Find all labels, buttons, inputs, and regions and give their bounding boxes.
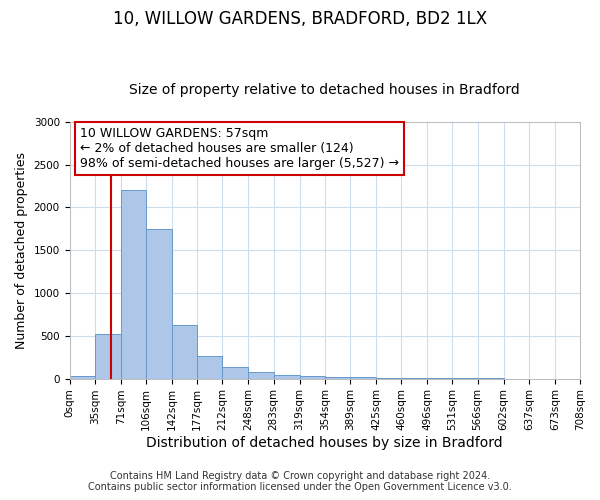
- Bar: [146, 229, 172, 378]
- Bar: [70, 376, 95, 378]
- Bar: [299, 376, 325, 378]
- Text: 10 WILLOW GARDENS: 57sqm
← 2% of detached houses are smaller (124)
98% of semi-d: 10 WILLOW GARDENS: 57sqm ← 2% of detache…: [80, 127, 399, 170]
- Text: 10, WILLOW GARDENS, BRADFORD, BD2 1LX: 10, WILLOW GARDENS, BRADFORD, BD2 1LX: [113, 10, 487, 28]
- Bar: [248, 372, 274, 378]
- Bar: [223, 368, 248, 378]
- X-axis label: Distribution of detached houses by size in Bradford: Distribution of detached houses by size …: [146, 436, 503, 450]
- Bar: [172, 324, 197, 378]
- Title: Size of property relative to detached houses in Bradford: Size of property relative to detached ho…: [130, 83, 520, 97]
- Bar: [95, 334, 121, 378]
- Bar: [197, 356, 223, 378]
- Y-axis label: Number of detached properties: Number of detached properties: [15, 152, 28, 348]
- Bar: [121, 190, 146, 378]
- Bar: [274, 375, 299, 378]
- Text: Contains HM Land Registry data © Crown copyright and database right 2024.
Contai: Contains HM Land Registry data © Crown c…: [88, 471, 512, 492]
- Bar: [325, 377, 350, 378]
